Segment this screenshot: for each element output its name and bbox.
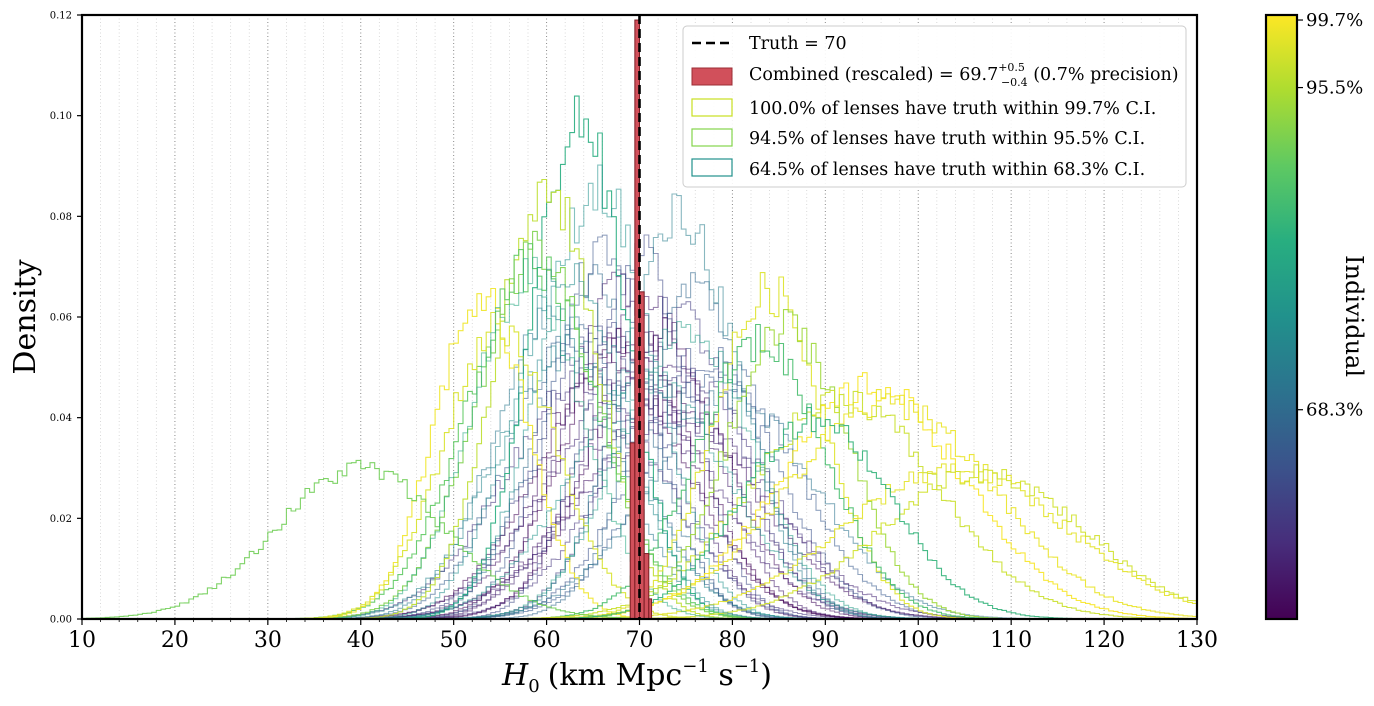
colorbar: 99.7% 95.5% 68.3% Individual <box>1264 10 1368 621</box>
colorbar-tick-label: 99.7% <box>1306 10 1363 31</box>
x-tick-label: 130 <box>1176 628 1218 653</box>
legend-outline-patch-icon <box>691 158 733 177</box>
colorbar-ticks: 99.7% 95.5% 68.3% <box>1297 10 1363 421</box>
x-tick-label: 50 <box>440 628 468 653</box>
legend-box <box>682 25 1187 188</box>
legend-label-683: 64.5% of lenses have truth within 68.3% … <box>749 160 1145 180</box>
legend-outline-patch-icon <box>691 128 733 147</box>
combined-bar <box>634 19 641 619</box>
x-tick-label: 120 <box>1083 628 1125 653</box>
combined-bar <box>643 553 650 619</box>
y-tick-label: 0.08 <box>50 212 72 223</box>
combined-bar <box>648 598 653 619</box>
legend-label-combined: Combined (rescaled) = 69.7+0.5 −0.4 (0.7%… <box>749 61 1179 89</box>
lens-histogram-lens-an <box>82 464 1197 619</box>
lens-histogram-lens-y <box>82 95 1197 619</box>
x-tick-label: 80 <box>718 628 746 653</box>
colorbar-tick-label: 68.3% <box>1306 400 1363 421</box>
lens-histogram-lens-ai <box>82 323 1197 619</box>
grid-lines <box>100 15 1179 619</box>
legend: Truth = 70 Combined (rescaled) = 69.7+0.… <box>682 25 1187 188</box>
y-axis-label: Density <box>8 259 43 374</box>
legend-outline-patch-icon <box>691 98 733 117</box>
combined-histogram <box>629 19 653 619</box>
plot-area: 10 20 30 40 50 60 70 80 90 100 110 120 130 0.000.020… <box>50 11 1218 654</box>
y-tick-label: 0.00 <box>50 615 72 626</box>
legend-entry-combined: Combined (rescaled) = 69.7+0.5 −0.4 (0.7%… <box>691 61 1179 89</box>
legend-entry-683: 64.5% of lenses have truth within 68.3% … <box>691 158 1145 180</box>
x-tick-label: 110 <box>990 628 1032 653</box>
legend-entry-truth: Truth = 70 <box>692 34 847 54</box>
lens-histogram-lens-am <box>82 463 1197 619</box>
lens-histogram-lens-ak <box>82 389 1197 619</box>
x-tick-label: 100 <box>897 628 939 653</box>
lens-histogram-lens-z <box>82 164 1197 619</box>
colorbar-gradient <box>1264 13 1299 621</box>
legend-filled-patch-icon <box>691 67 733 86</box>
x-axis: 10 20 30 40 50 60 70 80 90 100 110 120 130 <box>68 619 1218 653</box>
y-tick-label: 0.12 <box>50 11 72 22</box>
legend-label-997: 100.0% of lenses have truth within 99.7%… <box>749 99 1156 119</box>
x-axis-label: H0 (km Mpc−1 s−1) <box>501 656 772 697</box>
legend-label-955: 94.5% of lenses have truth within 95.5% … <box>749 129 1145 149</box>
legend-entry-955: 94.5% of lenses have truth within 95.5% … <box>691 128 1145 149</box>
lens-histogram-lens-aa <box>82 193 1197 619</box>
lens-histogram-lens-ao <box>82 459 1197 619</box>
colorbar-label: Individual <box>1340 255 1368 377</box>
colorbar-tick-label: 95.5% <box>1306 78 1363 99</box>
x-tick-label: 40 <box>347 628 375 653</box>
combined-bar <box>629 442 636 619</box>
lens-histogram-lens-ah <box>82 309 1197 619</box>
y-tick-label: 0.06 <box>50 313 72 324</box>
x-tick-label: 90 <box>811 628 839 653</box>
y-tick-label: 0.04 <box>50 413 72 424</box>
y-tick-label: 0.10 <box>50 111 72 122</box>
y-tick-label: 0.02 <box>50 514 72 525</box>
lens-histogram-lens-ap <box>82 407 1197 619</box>
x-tick-label: 70 <box>626 628 654 653</box>
x-tick-label: 30 <box>254 628 282 653</box>
x-tick-label: 60 <box>533 628 561 653</box>
x-tick-label: 10 <box>68 628 96 653</box>
lens-histogram-lens-aj <box>82 372 1197 619</box>
y-axis: 0.00 0.02 0.04 0.06 0.08 0.10 0.12 <box>50 11 82 626</box>
x-tick-label: 20 <box>161 628 189 653</box>
legend-label-truth: Truth = 70 <box>749 34 847 54</box>
lens-histogram-lens-v <box>82 234 1197 619</box>
lens-histogram-lens-al <box>82 389 1197 619</box>
legend-entry-997: 100.0% of lenses have truth within 99.7%… <box>691 98 1156 119</box>
